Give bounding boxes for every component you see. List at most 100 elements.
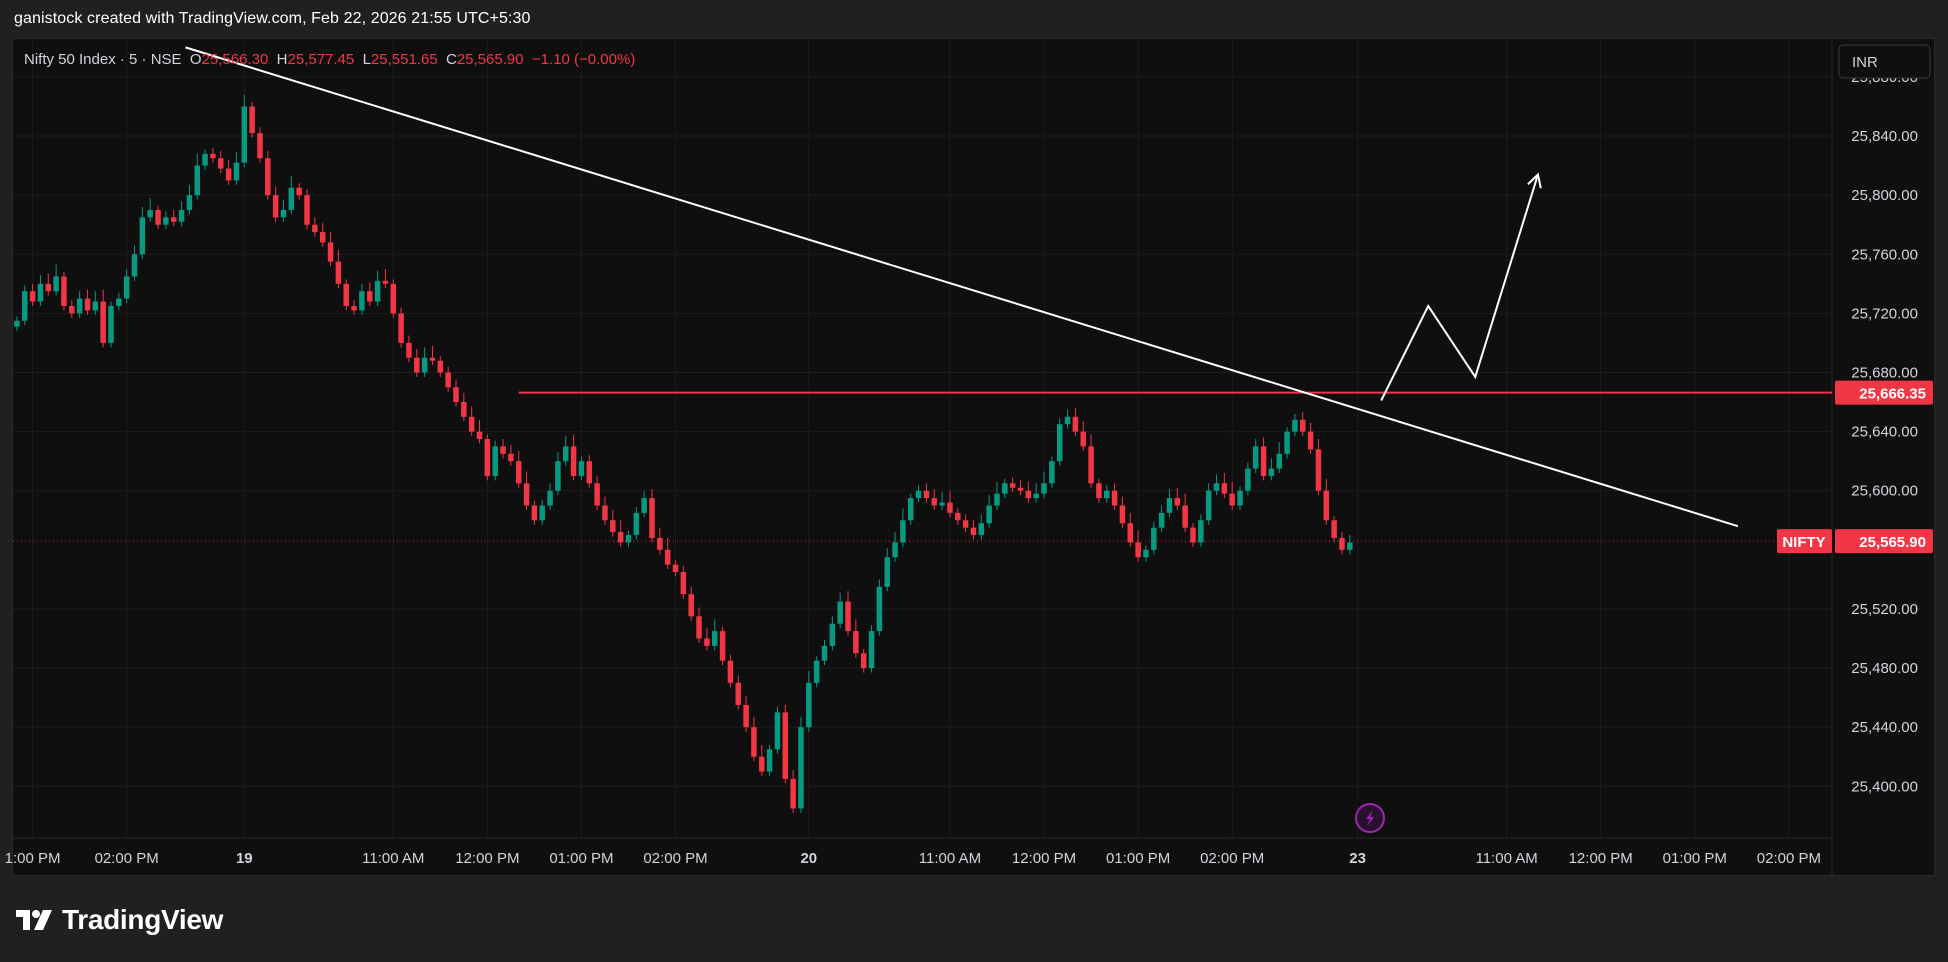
candle [1088,446,1094,484]
candle [657,538,663,550]
candle [233,162,240,181]
candle [563,446,569,462]
candle [147,209,153,218]
candle [1127,523,1134,543]
candle [586,461,593,484]
candle [359,291,365,311]
x-tick-label: 12:00 PM [1012,850,1076,867]
candle [774,712,781,750]
x-tick-label: 01:00 PM [1106,850,1170,867]
candle [1072,416,1079,432]
candle [22,291,28,321]
candle [53,276,59,292]
symbol-legend[interactable]: Nifty 50 Index · 5 · NSE O25,566.30 H25,… [24,51,635,68]
candle [884,557,890,587]
projection-path[interactable] [1380,174,1539,402]
candle [711,631,718,646]
candle [907,498,914,521]
candle [931,498,938,506]
candle [523,483,530,506]
candle [1158,512,1165,528]
candle [1323,490,1330,521]
x-tick-label: 11:00 AM [1475,850,1537,867]
candle [398,313,404,343]
candle [1229,493,1235,506]
candle [751,727,757,757]
y-tick-label: 25,440.00 [1851,719,1918,736]
candle [335,261,342,284]
candle [272,195,279,218]
candle [547,490,553,506]
candle [280,209,287,218]
lightning-glyph [1366,810,1374,826]
candle [798,727,804,809]
y-tick-label: 25,520.00 [1851,601,1918,618]
candle [492,446,498,476]
x-tick-label: 02:00 PM [95,850,159,867]
candle [382,280,389,284]
candle [139,217,146,255]
candle [845,601,851,632]
candle [570,446,577,476]
candle [813,660,820,683]
candle [633,512,640,536]
candle [429,357,436,361]
candle [1111,490,1118,506]
close-value: 25,565.90 [457,51,532,68]
x-tick-label: 1:00 PM [5,850,61,867]
candle [319,232,326,243]
candle [688,594,694,617]
candle [978,523,985,536]
candle [829,623,836,646]
y-tick-label: 25,760.00 [1851,246,1918,263]
candle [1315,449,1322,491]
candle [1174,498,1181,506]
candle [69,306,75,314]
candle [782,712,789,779]
currency-button[interactable] [1838,44,1931,79]
change-value: −1.10 (−0.00%) [532,51,635,68]
x-tick-label: 12:00 PM [1569,850,1633,867]
candle [892,542,898,558]
candle [860,653,867,669]
candle [970,527,977,536]
y-tick-label: 25,800.00 [1851,187,1918,204]
level-price-label-bg [1835,380,1933,405]
candle [1025,490,1032,499]
high-label: H [277,51,288,68]
candle [61,276,67,306]
candle [304,195,310,225]
candle [680,572,687,595]
high-value: 25,577.45 [288,51,363,68]
x-tick-label: 02:00 PM [643,850,707,867]
low-label: L [363,51,371,68]
candle [1198,520,1204,543]
trendline[interactable] [185,46,1739,528]
candle [806,682,812,728]
candle [876,586,883,632]
symbol-name: Nifty 50 Index · 5 · NSE [24,51,190,68]
y-tick-label: 25,720.00 [1851,305,1918,322]
chart-panel[interactable] [12,38,1935,876]
tradingview-logo[interactable]: TradingView [16,904,223,936]
candle [437,360,444,373]
candle [1213,483,1220,491]
candle [484,439,491,476]
candle [163,217,169,225]
x-tick-label: 11:00 AM [362,850,424,867]
candle [853,631,859,654]
candle [1237,490,1243,506]
candle [406,342,412,358]
candle [766,749,773,772]
candle [225,168,232,181]
candle [1151,527,1157,550]
y-tick-label: 25,600.00 [1851,483,1918,500]
candle [1033,493,1039,499]
candle [947,502,953,513]
x-tick-label: 12:00 PM [455,850,519,867]
candle [1260,446,1267,476]
candle [296,187,302,196]
candle [1300,419,1306,432]
last-price-label-bg [1835,529,1933,554]
